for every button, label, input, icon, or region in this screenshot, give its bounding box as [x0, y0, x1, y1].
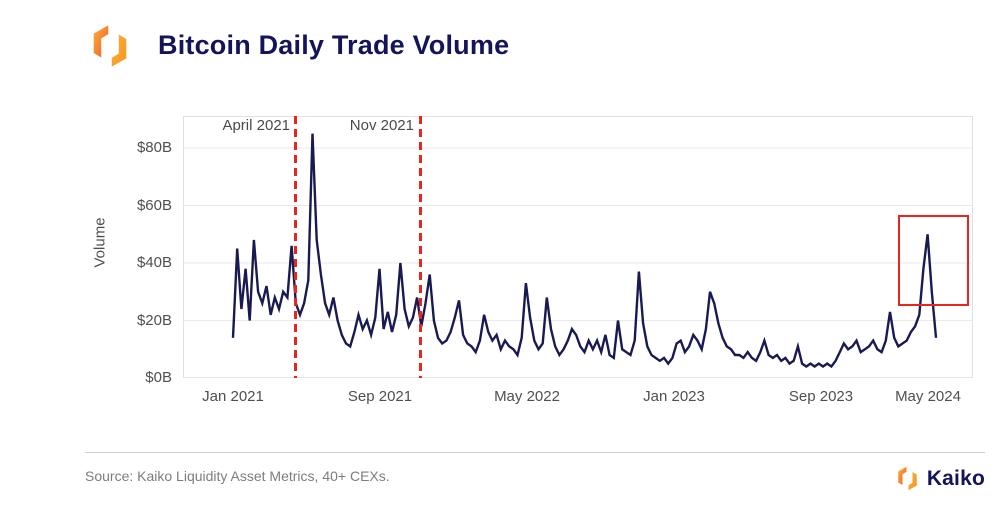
x-tick-label: Jan 2023: [643, 388, 705, 405]
footer-brand: Kaiko: [895, 466, 985, 491]
y-axis-title: Volume: [91, 217, 109, 268]
vline-nov-2021: [419, 116, 422, 378]
annotation-label-april-2021: April 2021: [222, 117, 290, 134]
y-tick-label: $60B: [136, 196, 172, 214]
page-title: Bitcoin Daily Trade Volume: [158, 30, 510, 60]
y-tick-label: $80B: [136, 139, 172, 156]
y-tick-label: $0B: [145, 369, 172, 386]
y-tick-label: $20B: [136, 311, 172, 329]
kaiko-logo-icon-small: [898, 466, 917, 491]
footer-divider: [85, 452, 985, 453]
x-tick-label: Sep 2023: [788, 388, 854, 405]
volume-line-chart: [183, 116, 973, 378]
x-tick-label: May 2024: [895, 388, 961, 405]
highlight-box-march-2024-spike: [898, 215, 969, 306]
y-tick-label: $40B: [136, 254, 172, 271]
kaiko-logo-icon: [93, 25, 127, 67]
x-tick-label: May 2022: [494, 388, 560, 405]
x-tick-label: Jan 2021: [202, 388, 264, 405]
vline-april-2021: [294, 116, 297, 378]
x-tick-label: Sep 2021: [347, 388, 413, 405]
footer-brand-name: Kaiko: [926, 466, 985, 490]
source-note: Source: Kaiko Liquidity Asset Metrics, 4…: [85, 468, 390, 484]
annotation-label-nov-2021: Nov 2021: [349, 117, 414, 134]
